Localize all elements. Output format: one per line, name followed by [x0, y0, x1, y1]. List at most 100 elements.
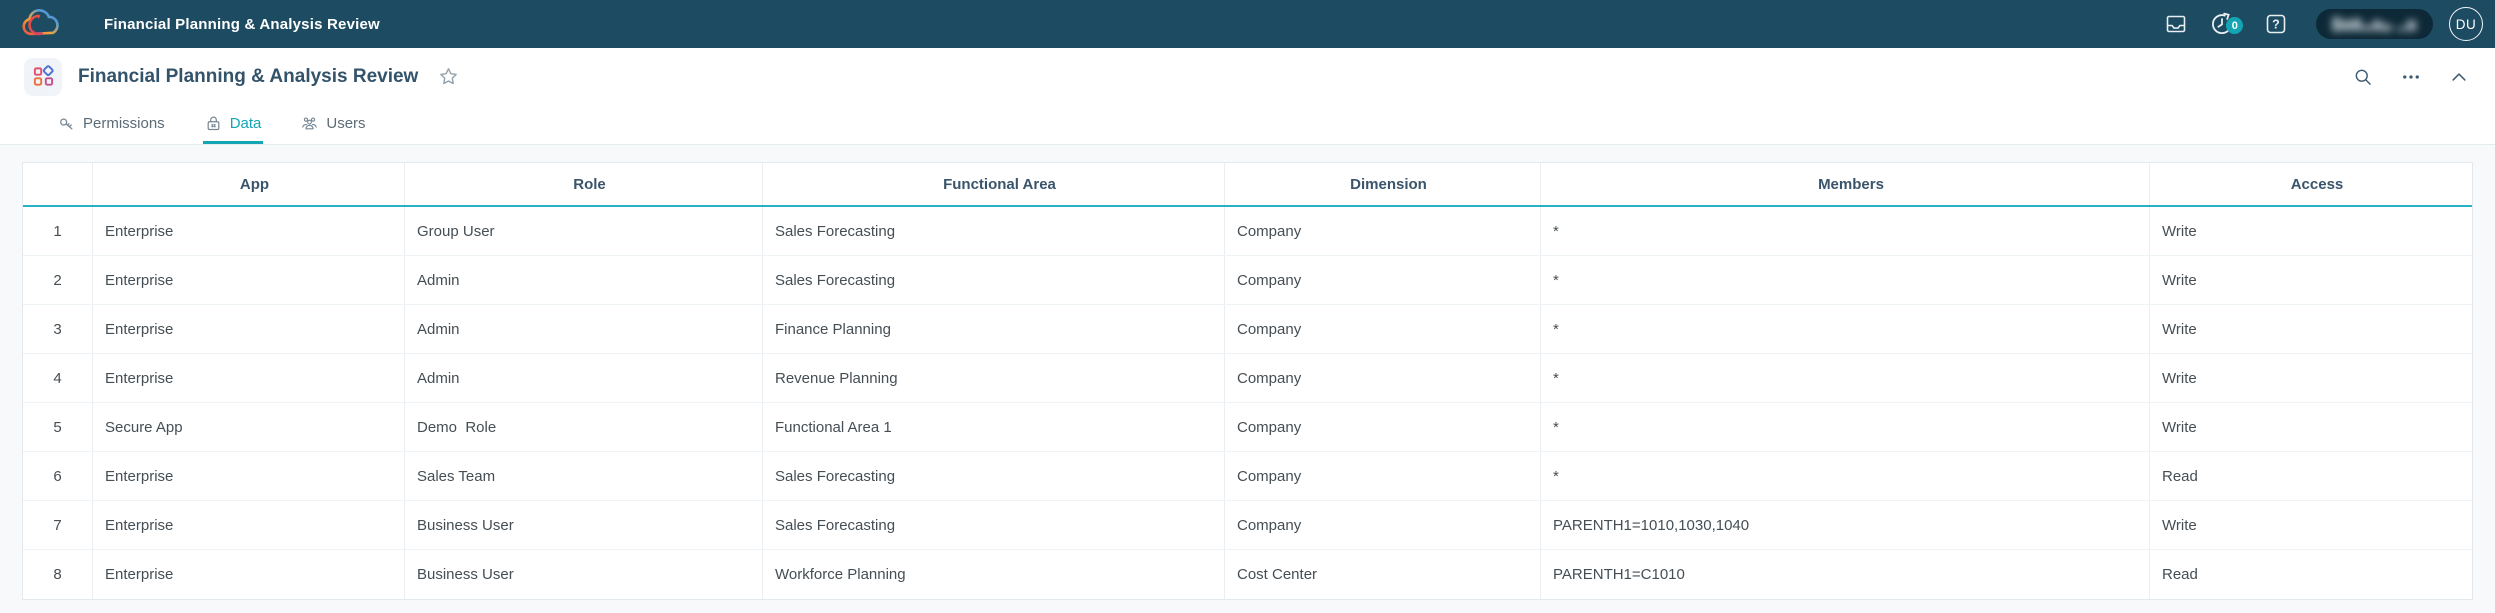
app-cell[interactable]: Enterprise	[93, 550, 405, 599]
table-row: 4 Enterprise Admin Revenue Planning Comp…	[23, 354, 2472, 403]
cloud-logo-icon[interactable]	[18, 7, 64, 41]
tab-label: Permissions	[83, 114, 165, 132]
access-cell[interactable]: Write	[2162, 418, 2197, 436]
column-header-app[interactable]: App	[93, 163, 405, 205]
access-cell[interactable]: Read	[2162, 566, 2198, 583]
functional-area-cell[interactable]: Sales Forecasting	[763, 207, 1225, 255]
help-icon[interactable]: ?	[2264, 12, 2288, 36]
members-cell[interactable]: *	[1541, 354, 2150, 402]
tab-label: Users	[326, 114, 366, 132]
security-table: App Role Functional Area Dimension Membe…	[22, 162, 2473, 600]
column-header-role[interactable]: Role	[405, 163, 763, 205]
functional-area-cell[interactable]: Finance Planning	[763, 305, 1225, 353]
functional-area-cell[interactable]: Functional Area 1	[763, 403, 1225, 451]
app-model-icon	[24, 57, 62, 96]
dimension-cell[interactable]: Cost Center	[1225, 550, 1541, 599]
dimension-cell[interactable]: Company	[1225, 403, 1541, 451]
table-row: 2 Enterprise Admin Sales Forecasting Com…	[23, 256, 2472, 305]
functional-area-cell[interactable]: Sales Forecasting	[763, 452, 1225, 500]
access-cell[interactable]: Write	[2162, 516, 2197, 534]
key-icon	[58, 115, 75, 132]
members-cell[interactable]: *	[1541, 207, 2150, 255]
app-cell[interactable]: Enterprise	[93, 452, 405, 500]
inbox-icon[interactable]	[2164, 12, 2188, 36]
corner-header-cell	[23, 163, 93, 205]
dimension-cell[interactable]: Company	[1225, 354, 1541, 402]
row-number-cell[interactable]: 6	[23, 452, 93, 500]
dimension-cell[interactable]: Company	[1225, 256, 1541, 304]
users-icon	[301, 115, 318, 132]
role-cell[interactable]: Business User	[405, 501, 763, 549]
row-number-cell[interactable]: 5	[23, 403, 93, 451]
access-cell[interactable]: Write	[2162, 369, 2197, 387]
row-number-cell[interactable]: 7	[23, 501, 93, 549]
functional-area-cell[interactable]: Workforce Planning	[763, 550, 1225, 599]
table-row: 8 Enterprise Business User Workforce Pla…	[23, 550, 2472, 599]
row-number-cell[interactable]: 1	[23, 207, 93, 255]
functional-area-cell[interactable]: Sales Forecasting	[763, 256, 1225, 304]
title-row: Financial Planning & Analysis Review	[0, 48, 2495, 105]
tab-bar: Permissions Data Users	[0, 105, 2495, 145]
access-cell[interactable]: Write	[2162, 271, 2197, 289]
tab-permissions[interactable]: Permissions	[56, 105, 167, 144]
access-cell[interactable]: Write	[2162, 222, 2197, 240]
row-number-cell[interactable]: 4	[23, 354, 93, 402]
role-cell[interactable]: Sales Team	[405, 452, 763, 500]
notification-badge: 0	[2226, 17, 2244, 34]
row-number-cell[interactable]: 2	[23, 256, 93, 304]
dimension-cell[interactable]: Company	[1225, 305, 1541, 353]
search-icon[interactable]	[2353, 67, 2373, 87]
members-cell[interactable]: PARENTH1=1010,1030,1040	[1541, 501, 2150, 549]
table-row: 6 Enterprise Sales Team Sales Forecastin…	[23, 452, 2472, 501]
role-cell[interactable]: Admin	[405, 305, 763, 353]
table-row: 7 Enterprise Business User Sales Forecas…	[23, 501, 2472, 550]
svg-text:?: ?	[2272, 17, 2280, 31]
role-cell[interactable]: Admin	[405, 256, 763, 304]
role-cell[interactable]: Demo Role	[405, 403, 763, 451]
column-header-dimension[interactable]: Dimension	[1225, 163, 1541, 205]
members-cell[interactable]: *	[1541, 305, 2150, 353]
page-title: Financial Planning & Analysis Review	[78, 65, 419, 87]
app-cell[interactable]: Enterprise	[93, 501, 405, 549]
table-body: 1 Enterprise Group User Sales Forecastin…	[23, 207, 2472, 599]
app-cell[interactable]: Secure App	[93, 403, 405, 451]
column-header-access[interactable]: Access	[2290, 175, 2344, 193]
functional-area-cell[interactable]: Revenue Planning	[763, 354, 1225, 402]
app-cell[interactable]: Enterprise	[93, 207, 405, 255]
session-id-pill[interactable]: █▆▇▃▆▄ ▂▆	[2316, 9, 2433, 39]
app-cell[interactable]: Enterprise	[93, 305, 405, 353]
dimension-cell[interactable]: Company	[1225, 207, 1541, 255]
table-header-row: App Role Functional Area Dimension Membe…	[23, 163, 2472, 207]
members-cell[interactable]: PARENTH1=C1010	[1541, 550, 2150, 599]
role-cell[interactable]: Group User	[405, 207, 763, 255]
table-row: 3 Enterprise Admin Finance Planning Comp…	[23, 305, 2472, 354]
lock-icon	[205, 115, 222, 132]
tab-data[interactable]: Data	[202, 105, 264, 144]
functional-area-cell[interactable]: Sales Forecasting	[763, 501, 1225, 549]
tab-users[interactable]: Users	[299, 105, 367, 144]
dimension-cell[interactable]: Company	[1225, 452, 1541, 500]
user-avatar[interactable]: DU	[2449, 7, 2483, 41]
topbar: Financial Planning & Analysis Review 0 ?…	[0, 0, 2495, 48]
tab-label: Data	[229, 114, 262, 132]
row-number-cell[interactable]: 8	[23, 550, 93, 599]
members-cell[interactable]: *	[1541, 452, 2150, 500]
members-cell[interactable]: *	[1541, 256, 2150, 304]
column-header-functional-area[interactable]: Functional Area	[763, 163, 1225, 205]
dimension-cell[interactable]: Company	[1225, 501, 1541, 549]
role-cell[interactable]: Business User	[405, 550, 763, 599]
more-options-icon[interactable]	[2401, 67, 2421, 87]
access-cell[interactable]: Read	[2162, 467, 2198, 485]
column-header-members[interactable]: Members	[1541, 163, 2150, 205]
collapse-chevron-up-icon[interactable]	[2449, 67, 2469, 87]
table-row: 5 Secure App Demo Role Functional Area 1…	[23, 403, 2472, 452]
members-cell[interactable]: *	[1541, 403, 2150, 451]
favorite-star-icon[interactable]	[438, 66, 459, 87]
role-cell[interactable]: Admin	[405, 354, 763, 402]
app-cell[interactable]: Enterprise	[93, 256, 405, 304]
topbar-title: Financial Planning & Analysis Review	[104, 15, 380, 33]
history-clock-icon[interactable]: 0	[2210, 12, 2244, 36]
app-cell[interactable]: Enterprise	[93, 354, 405, 402]
access-cell[interactable]: Write	[2162, 320, 2197, 338]
row-number-cell[interactable]: 3	[23, 305, 93, 353]
